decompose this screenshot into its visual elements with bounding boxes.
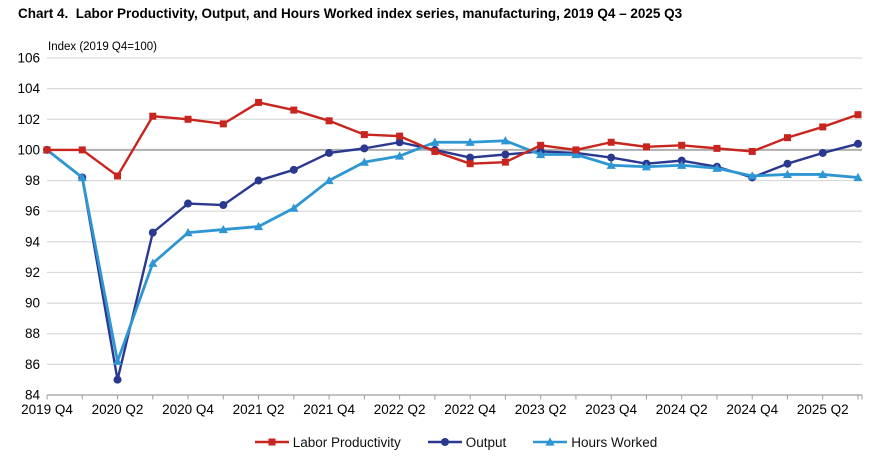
x-tick-label: 2022 Q4: [444, 402, 496, 417]
gridlines: [47, 57, 862, 365]
y-tick-label: 90: [25, 296, 40, 311]
series-hours-worked: [42, 136, 863, 365]
output-markers: [43, 138, 862, 384]
y-tick-label: 104: [17, 81, 40, 96]
y-tick-label: 92: [25, 265, 40, 280]
legend-label: Output: [465, 434, 507, 450]
x-tick-label: 2023 Q2: [515, 402, 567, 417]
y-tick-label: 96: [25, 204, 40, 219]
y-tick-label: 100: [17, 142, 40, 157]
index-base-note: Index (2019 Q4=100): [48, 41, 157, 53]
y-tick-label: 86: [25, 357, 40, 372]
legend-item-labor-productivity: Labor Productivity: [254, 435, 401, 450]
labor-productivity-markers: [43, 98, 862, 180]
y-axis-tick-labels: 84 86 88 90 92 94 96 98 100 102 104 106: [17, 51, 40, 403]
y-tick-label: 98: [25, 173, 40, 188]
labor-productivity-square-legend-icon: [254, 438, 289, 446]
output-line: [45, 141, 860, 381]
hours-worked-triangle-legend-icon: [533, 437, 568, 446]
x-tick-label: 2025 Q2: [797, 402, 849, 417]
x-tick-label: 2024 Q4: [726, 402, 778, 417]
x-tick-label: 2021 Q2: [233, 402, 285, 417]
y-tick-label: 106: [17, 51, 40, 66]
x-tick-label: 2021 Q4: [303, 402, 355, 417]
y-tick-label: 88: [25, 326, 40, 341]
output-circle-legend-icon: [427, 438, 462, 446]
x-tick-label: 2022 Q2: [374, 402, 426, 417]
hours-worked-line: [45, 139, 860, 363]
y-tick-label: 84: [25, 388, 41, 403]
x-tick-label: 2019 Q4: [21, 402, 73, 417]
y-tick-label: 94: [25, 234, 41, 249]
x-tick-label: 2020 Q4: [162, 402, 214, 417]
chart-legend: Labor Productivity Output Hours Worked: [17, 431, 877, 453]
hours-worked-markers: [42, 136, 863, 365]
legend-label: Hours Worked: [571, 434, 658, 450]
x-axis-ticks: [46, 395, 863, 400]
y-tick-label: 102: [17, 112, 40, 127]
x-axis-tick-labels: 2019 Q4 2020 Q2 2020 Q4 2021 Q2 2021 Q4 2022 …: [21, 402, 849, 417]
legend-label: Labor Productivity: [292, 434, 401, 450]
legend-item-output: Output: [427, 434, 507, 450]
x-tick-label: 2024 Q2: [656, 402, 708, 417]
x-tick-label: 2023 Q4: [585, 402, 637, 417]
labor-productivity-line: [45, 101, 860, 178]
series-labor-productivity: [43, 98, 862, 180]
chart-title: Chart 4. Labor Productivity, Output, and…: [18, 6, 683, 21]
legend-item-hours-worked: Hours Worked: [532, 435, 657, 450]
series-output: [43, 138, 862, 384]
x-tick-label: 2020 Q2: [92, 402, 144, 417]
